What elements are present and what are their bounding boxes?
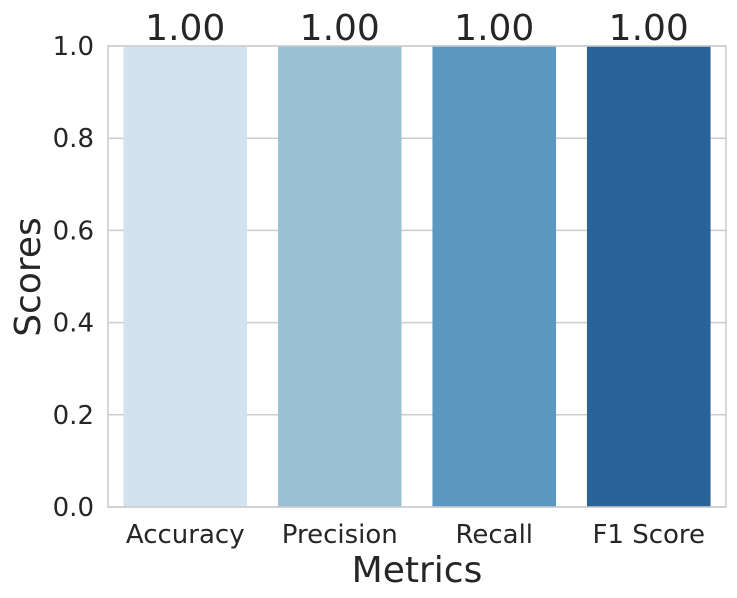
x-tick-label: Precision bbox=[282, 520, 398, 550]
bar-value-label: 1.00 bbox=[300, 8, 380, 49]
x-axis-label: Metrics bbox=[352, 550, 483, 591]
x-tick-label: Accuracy bbox=[126, 520, 245, 550]
bars bbox=[123, 46, 711, 507]
y-axis-ticks: 0.0 0.2 0.4 0.6 0.8 1.0 bbox=[53, 32, 94, 523]
y-axis-label: Scores bbox=[8, 217, 49, 337]
plot-frame bbox=[107, 45, 727, 508]
bar-precision bbox=[277, 46, 402, 507]
data-labels: 1.00 1.00 1.00 1.00 bbox=[145, 8, 689, 49]
bar-recall bbox=[432, 46, 557, 507]
bar-f1-score bbox=[586, 46, 711, 507]
y-tick-label: 0.6 bbox=[53, 216, 94, 246]
x-tick-label: F1 Score bbox=[592, 520, 705, 550]
y-tick-label: 1.0 bbox=[53, 32, 94, 62]
x-axis-ticks: Accuracy Precision Recall F1 Score bbox=[126, 520, 705, 550]
bar-value-label: 1.00 bbox=[145, 8, 225, 49]
y-tick-label: 0.2 bbox=[53, 401, 94, 431]
x-tick-label: Recall bbox=[455, 520, 533, 550]
bar-accuracy bbox=[123, 46, 248, 507]
y-tick-label: 0.8 bbox=[53, 124, 94, 154]
y-tick-label: 0.4 bbox=[53, 309, 94, 339]
bar-value-label: 1.00 bbox=[609, 8, 689, 49]
y-tick-label: 0.0 bbox=[53, 493, 94, 523]
bar-value-label: 1.00 bbox=[454, 8, 534, 49]
